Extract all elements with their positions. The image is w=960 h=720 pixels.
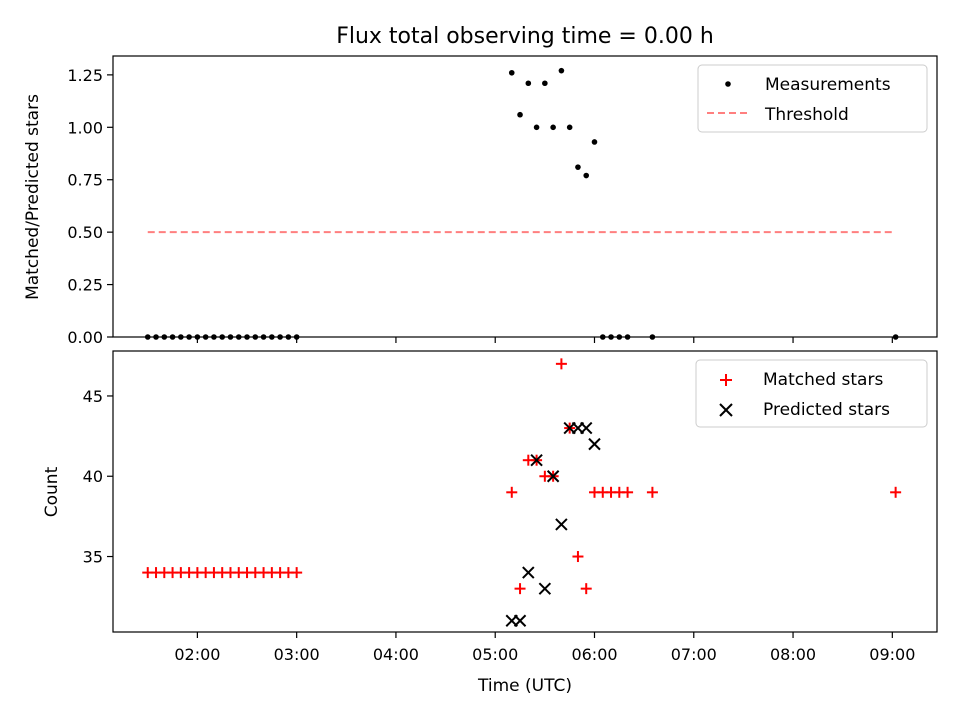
ytick-label-0-5: 1.25 — [67, 66, 103, 85]
point-0-0-20 — [517, 111, 523, 118]
legend-predicted-label: Predicted stars — [763, 400, 890, 420]
point-1-1-5 — [546, 470, 560, 483]
legend-threshold-label: Threshold — [764, 105, 849, 125]
bottom-panel-frame — [112, 350, 938, 633]
top-panel-marks — [144, 67, 899, 340]
top-panel-legend: Measurements Threshold — [697, 64, 928, 133]
top-panel-ylabel: Matched/Predicted stars — [23, 94, 43, 300]
xtick-label-6: 08:00 — [770, 645, 816, 664]
bottom-panel-marks — [142, 358, 902, 627]
xtick-label-0: 02:00 — [174, 645, 220, 664]
point-0-0-27 — [575, 164, 581, 170]
xtick-label-2: 04:00 — [373, 645, 419, 664]
point-1-1-3 — [530, 453, 543, 467]
ytick-label-1-1: 40 — [83, 467, 103, 486]
top-panel: 0.00 0.25 0.50 0.75 1.00 1.25 Matched/Predict… — [23, 55, 938, 347]
legend-measurements-label: Measurements — [765, 75, 891, 95]
ytick-label-0-0: 0.00 — [67, 328, 103, 347]
bottom-panel-axes: 35 40 45 02:00 03:00 04:00 05:00 06:00 07:00 08:0… — [83, 387, 916, 664]
legend-matched-marker — [720, 374, 732, 386]
ytick-label-1-0: 35 — [83, 548, 103, 567]
top-legend-frame — [697, 64, 928, 133]
point-1-1-1 — [513, 614, 527, 627]
point-0-0-26 — [566, 124, 573, 131]
ytick-label-0-2: 0.50 — [67, 223, 103, 242]
point-1-1-9 — [580, 421, 593, 435]
point-1-0-33 — [622, 486, 634, 498]
point-1-0-34 — [646, 486, 658, 498]
ytick-label-0-1: 0.25 — [67, 276, 103, 295]
bottom-panel-ylabel: Count — [42, 466, 62, 517]
ytick-label-0-4: 1.00 — [67, 118, 103, 137]
bottom-panel-legend: Matched stars Predicted stars — [695, 359, 928, 428]
bottom-legend-frame — [695, 359, 928, 428]
point-0-0-28 — [583, 172, 590, 179]
point-0-0-25 — [558, 67, 565, 74]
point-1-1-6 — [555, 518, 568, 531]
point-1-0-27 — [572, 551, 584, 563]
point-0-0-23 — [542, 80, 548, 87]
top-panel-frame — [112, 55, 938, 338]
point-1-0-35 — [890, 486, 902, 498]
top-panel-axes: 0.00 0.25 0.50 0.75 1.00 1.25 — [67, 66, 893, 347]
point-1-0-28 — [580, 583, 592, 595]
figure-title: Flux total observing time = 0.00 h — [336, 24, 714, 49]
point-0-0-22 — [533, 124, 540, 131]
xtick-label-7: 09:00 — [869, 645, 915, 664]
point-1-1-2 — [522, 566, 535, 579]
point-1-0-19 — [506, 486, 518, 498]
legend-matched-label: Matched stars — [763, 370, 883, 390]
ytick-label-0-3: 0.75 — [67, 171, 103, 190]
point-1-1-4 — [538, 582, 552, 595]
point-1-0-18 — [291, 567, 303, 579]
point-0-0-21 — [525, 80, 532, 87]
point-1-1-10 — [588, 437, 601, 451]
point-0-0-29 — [591, 139, 598, 145]
ytick-label-1-2: 45 — [83, 387, 103, 406]
point-0-0-24 — [550, 124, 556, 131]
xtick-label-4: 06:00 — [571, 645, 617, 664]
point-0-0-19 — [508, 69, 515, 76]
bottom-panel: 35 40 45 02:00 03:00 04:00 05:00 06:00 07:00 08:0… — [42, 350, 938, 696]
xtick-label-1: 03:00 — [274, 645, 320, 664]
point-1-0-20 — [514, 583, 526, 595]
legend-predicted-marker — [719, 403, 733, 417]
xtick-label-3: 05:00 — [472, 645, 518, 664]
legend-measurements-marker — [725, 81, 731, 87]
bottom-panel-xlabel: Time (UTC) — [477, 676, 572, 696]
point-1-0-25 — [555, 358, 567, 370]
xtick-label-5: 07:00 — [671, 645, 717, 664]
